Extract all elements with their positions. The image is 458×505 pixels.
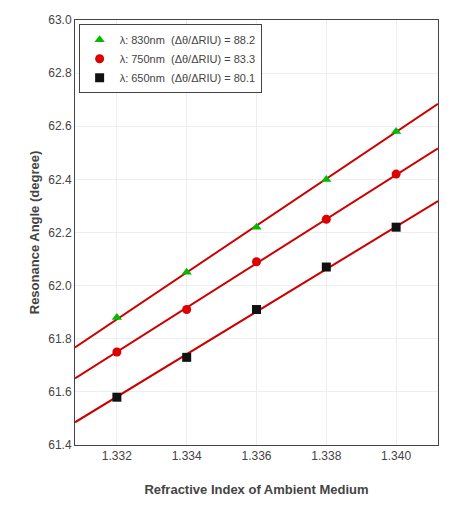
svg-text:62.8: 62.8 — [48, 66, 72, 80]
svg-text:61.4: 61.4 — [48, 438, 72, 452]
svg-text:1.332: 1.332 — [102, 449, 132, 463]
svg-text:62.0: 62.0 — [48, 279, 72, 293]
svg-text:61.8: 61.8 — [48, 332, 72, 346]
svg-text:63.0: 63.0 — [48, 13, 72, 27]
svg-text:λ: 750nm (Δθ/ΔRIU) = 83.3: λ: 750nm (Δθ/ΔRIU) = 83.3 — [120, 53, 255, 65]
svg-text:λ: 830nm (Δθ/ΔRIU) = 88.2: λ: 830nm (Δθ/ΔRIU) = 88.2 — [120, 34, 255, 46]
svg-text:1.340: 1.340 — [381, 449, 411, 463]
svg-text:1.336: 1.336 — [241, 449, 271, 463]
svg-text:62.2: 62.2 — [48, 226, 72, 240]
svg-text:62.6: 62.6 — [48, 119, 72, 133]
svg-text:λ: 650nm (Δθ/ΔRIU) = 80.1: λ: 650nm (Δθ/ΔRIU) = 80.1 — [120, 72, 255, 84]
svg-text:62.4: 62.4 — [48, 173, 72, 187]
svg-text:Resonance Angle (degree): Resonance Angle (degree) — [27, 151, 42, 315]
svg-text:Refractive Index of Ambient Me: Refractive Index of Ambient Medium — [144, 482, 368, 497]
svg-text:1.338: 1.338 — [311, 449, 341, 463]
svg-text:1.334: 1.334 — [172, 449, 202, 463]
svg-text:61.6: 61.6 — [48, 385, 72, 399]
